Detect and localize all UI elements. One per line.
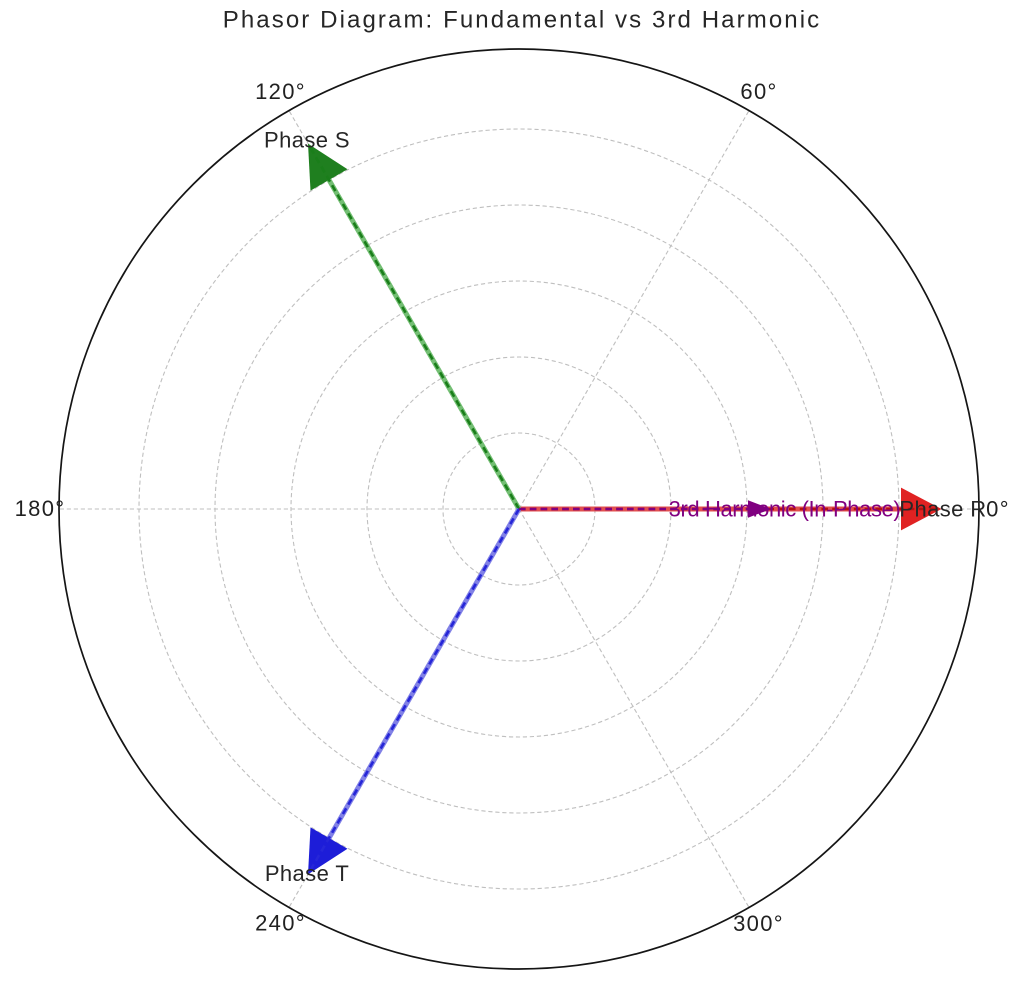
svg-text:Phase S: Phase S (264, 128, 350, 153)
svg-text:120°: 120° (255, 79, 306, 104)
svg-text:60°: 60° (740, 79, 777, 104)
svg-text:Phasor Diagram: Fundamental vs: Phasor Diagram: Fundamental vs 3rd Harmo… (223, 7, 822, 34)
svg-text:300°: 300° (733, 911, 784, 936)
svg-text:Phase T: Phase T (265, 861, 349, 886)
svg-text:240°: 240° (255, 911, 306, 936)
svg-text:180°: 180° (15, 496, 66, 521)
svg-text:Phase R: Phase R (899, 497, 986, 522)
svg-text:3rd Harmonic (In-Phase): 3rd Harmonic (In-Phase) (669, 497, 901, 522)
svg-text:0°: 0° (986, 497, 1010, 522)
